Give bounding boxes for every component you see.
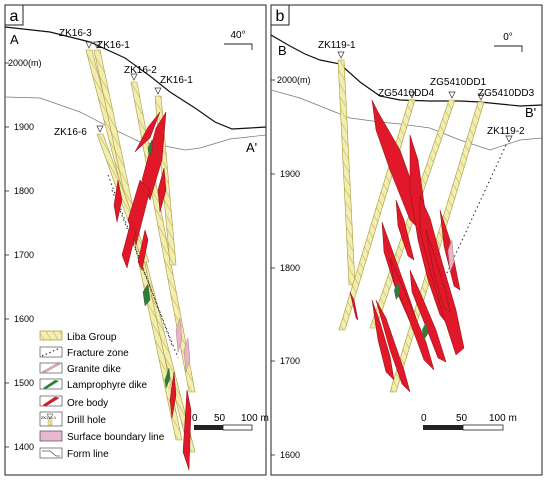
elevation-tick: 1800 xyxy=(280,263,300,273)
legend-label: Ore body xyxy=(67,398,108,409)
legend-label: Form line xyxy=(67,449,109,460)
elevation-tick: 1600 xyxy=(280,450,300,460)
elevation-tick: 1500 xyxy=(14,378,34,388)
panel-a-letter: a xyxy=(10,8,19,25)
legend-label: Granite dike xyxy=(67,364,121,375)
panel-b-letter: b xyxy=(276,8,285,25)
elevation-tick: 1400 xyxy=(14,442,34,452)
hole-label-zg5410dd1: ZG5410DD1 xyxy=(430,77,487,88)
ore-body xyxy=(113,179,123,223)
granite-dikes-b xyxy=(447,239,455,273)
scale-bar-b: 0 50 100 m xyxy=(421,413,517,431)
hole-label-zk119-1: ZK119-1 xyxy=(318,40,356,51)
surface-boundary-line xyxy=(271,34,542,107)
elevation-tick: 1700 xyxy=(280,356,300,366)
ore-body xyxy=(169,371,177,419)
orientation-arrow-icon xyxy=(224,43,253,50)
hole-label-zk16-6: ZK16-6 xyxy=(54,127,87,138)
fracture-zone xyxy=(445,144,507,276)
elevation-tick: 1900 xyxy=(14,122,34,132)
hole-label-zk16-3: ZK16-3 xyxy=(59,28,92,39)
form-line xyxy=(5,96,266,151)
surface-boundary-line xyxy=(5,26,266,130)
elevation-axis-b: 2000(m) 1900 1800 1700 1600 xyxy=(271,75,311,460)
scale-end: 100 m xyxy=(241,413,269,424)
legend-label: Surface boundary line xyxy=(67,432,165,443)
legend-label: Lamprophyre dike xyxy=(67,380,147,391)
orientation-label: 0° xyxy=(503,32,513,43)
panel-b: b xyxy=(270,4,543,476)
scale-zero: 0 xyxy=(192,413,198,424)
scale-bar-a: 0 50 100 m xyxy=(192,413,269,431)
elevation-tick: 2000(m) xyxy=(277,75,311,85)
ore-body xyxy=(121,224,137,269)
hole-label-zg5410dd4: ZG5410DD4 xyxy=(378,88,435,99)
lamprophyre-dike-swatch xyxy=(43,380,59,389)
legend-label: Fracture zone xyxy=(67,348,129,359)
ore-body xyxy=(182,389,192,471)
granite-dike-swatch xyxy=(41,363,61,373)
section-end-label: A' xyxy=(246,140,257,155)
hole-label-zk16-2: ZK16-2 xyxy=(124,65,157,76)
ore-body xyxy=(395,199,415,261)
lamprophyre-dikes-a xyxy=(142,139,171,389)
elevation-axis-a: 2000(m) 1900 1800 1700 1600 1500 1400 xyxy=(5,58,42,452)
ore-body xyxy=(375,299,411,393)
hole-label-zk119-2: ZK119-2 xyxy=(487,126,525,137)
legend-label: Liba Group xyxy=(67,332,117,343)
form-line-swatch xyxy=(42,450,60,457)
section-start-label: A xyxy=(10,32,19,47)
drill-collars-b xyxy=(337,51,513,143)
ore-body xyxy=(141,111,167,201)
ore-body-swatch xyxy=(42,396,60,407)
ore-bodies-a xyxy=(113,111,192,471)
ore-body xyxy=(349,291,359,321)
ore-bodies-b xyxy=(349,99,465,393)
legend: Liba Group Fracture zone Granite dike La… xyxy=(39,330,165,460)
drill-hole-zk16-2 xyxy=(130,81,196,393)
granite-dikes-a xyxy=(175,317,191,373)
form-line xyxy=(271,89,542,151)
ore-body xyxy=(134,111,161,153)
section-end-label: B' xyxy=(525,105,536,120)
hole-label-zg5410dd3: ZG5410DD3 xyxy=(478,88,535,99)
lamprophyre-dikes-b xyxy=(394,282,428,340)
scale-mid: 50 xyxy=(456,413,468,424)
elevation-tick: 2000(m) xyxy=(8,58,42,68)
panel-a: a xyxy=(4,4,269,476)
drill-hole-icon xyxy=(46,413,54,420)
elevation-tick: 1600 xyxy=(14,314,34,324)
scale-mid: 50 xyxy=(214,413,226,424)
scale-zero: 0 xyxy=(421,413,427,424)
ore-body xyxy=(425,229,451,313)
elevation-tick: 1700 xyxy=(14,250,34,260)
liba-group-swatch xyxy=(39,330,63,341)
scale-end: 100 m xyxy=(489,413,517,424)
elevation-tick: 1800 xyxy=(14,186,34,196)
hole-label-zk16-1: ZK16-1 xyxy=(97,40,130,51)
ore-body xyxy=(157,167,167,213)
ore-body xyxy=(419,195,465,356)
orientation-arrow-icon xyxy=(494,45,523,52)
fracture-zone-swatch xyxy=(41,347,61,357)
section-start-label: B xyxy=(278,43,287,58)
legend-label: Drill hole xyxy=(67,415,106,426)
ore-body xyxy=(409,269,447,363)
ore-body xyxy=(137,229,149,271)
elevation-tick: 1900 xyxy=(280,169,300,179)
orientation-label: 40° xyxy=(230,30,245,41)
drill-collars-a xyxy=(85,41,162,133)
ore-body xyxy=(371,299,395,381)
hole-label-zk16-1-right: ZK16-1 xyxy=(160,75,193,86)
